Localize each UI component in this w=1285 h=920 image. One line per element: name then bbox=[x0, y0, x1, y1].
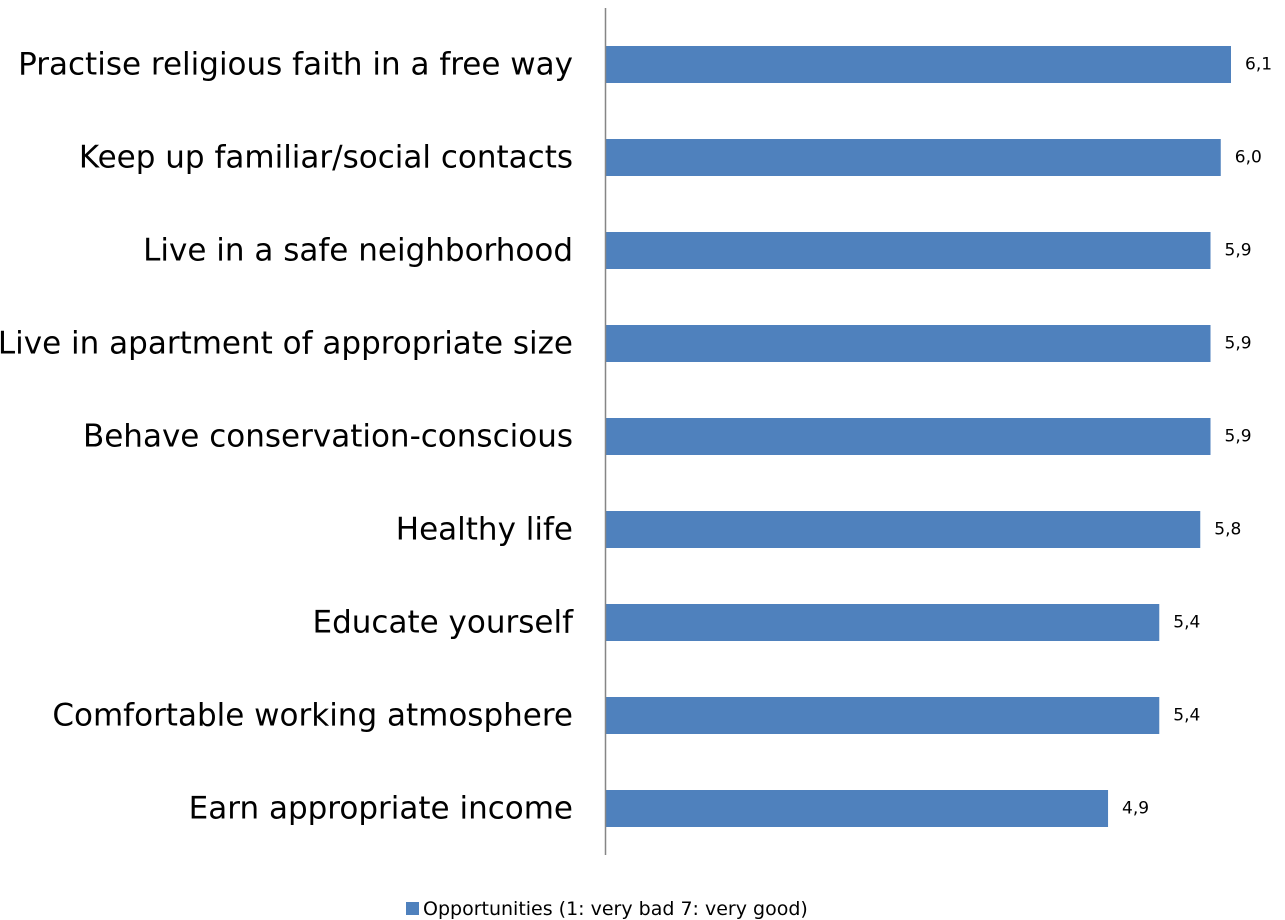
bar-5 bbox=[606, 511, 1201, 548]
value-labels: 6,1 6,0 5,9 5,9 5,9 5,8 5,4 5,4 4,9 bbox=[1122, 55, 1272, 819]
bar-7 bbox=[606, 697, 1160, 734]
value-label-0: 6,1 bbox=[1245, 55, 1272, 75]
legend-swatch bbox=[406, 902, 419, 915]
value-label-1: 6,0 bbox=[1235, 148, 1262, 168]
value-label-2: 5,9 bbox=[1225, 241, 1252, 261]
category-label-2: Live in a safe neighborhood bbox=[143, 233, 573, 269]
category-label-0: Practise religious faith in a free way bbox=[18, 47, 573, 83]
category-label-5: Healthy life bbox=[396, 512, 573, 548]
legend: Opportunities (1: very bad 7: very good) bbox=[406, 898, 808, 920]
value-label-4: 5,9 bbox=[1225, 427, 1252, 447]
value-label-5: 5,8 bbox=[1214, 520, 1241, 540]
category-label-6: Educate yourself bbox=[313, 605, 575, 641]
category-labels: Practise religious faith in a free way Ke… bbox=[0, 47, 574, 827]
category-label-4: Behave conservation-conscious bbox=[83, 419, 573, 455]
bar-8 bbox=[606, 790, 1109, 827]
category-label-8: Earn appropriate income bbox=[189, 791, 573, 827]
bar-2 bbox=[606, 232, 1211, 269]
bar-3 bbox=[606, 325, 1211, 362]
category-label-1: Keep up familiar/social contacts bbox=[79, 140, 573, 176]
value-label-3: 5,9 bbox=[1225, 334, 1252, 354]
bar-1 bbox=[606, 139, 1221, 176]
bar-0 bbox=[606, 46, 1231, 83]
bar-4 bbox=[606, 418, 1211, 455]
category-label-7: Comfortable working atmosphere bbox=[52, 698, 573, 734]
value-label-6: 5,4 bbox=[1173, 613, 1200, 633]
bars-group bbox=[606, 46, 1231, 827]
legend-label: Opportunities (1: very bad 7: very good) bbox=[423, 898, 808, 920]
category-label-3: Live in apartment of appropriate size bbox=[0, 326, 573, 362]
bar-6 bbox=[606, 604, 1160, 641]
value-label-8: 4,9 bbox=[1122, 799, 1149, 819]
value-label-7: 5,4 bbox=[1173, 706, 1200, 726]
